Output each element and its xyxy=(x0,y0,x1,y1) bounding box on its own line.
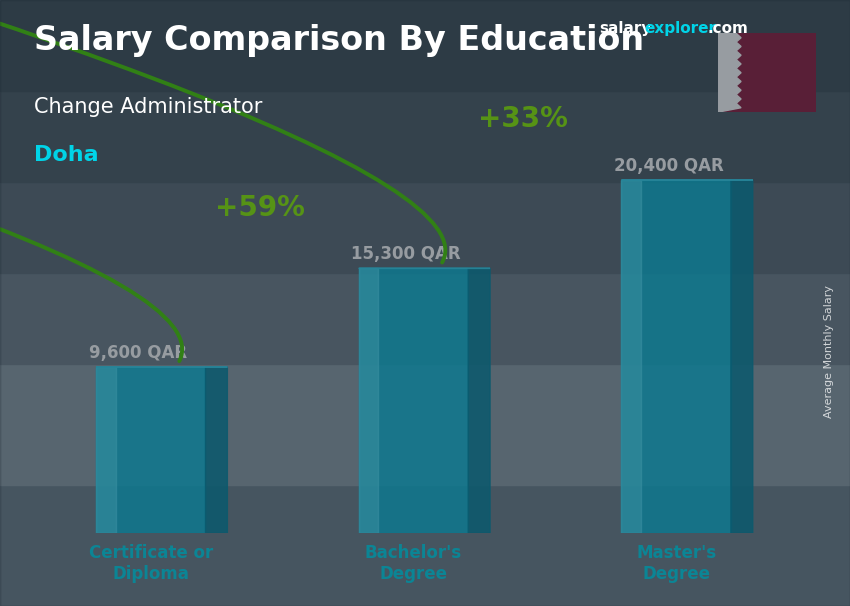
Text: 20,400 QAR: 20,400 QAR xyxy=(614,157,724,175)
Text: +59%: +59% xyxy=(215,194,305,222)
Bar xyxy=(621,180,641,533)
Text: .com: .com xyxy=(707,21,748,36)
Text: explorer: explorer xyxy=(644,21,717,36)
Polygon shape xyxy=(206,367,227,533)
Text: Change Administrator: Change Administrator xyxy=(34,97,263,117)
Bar xyxy=(621,180,731,533)
Text: 15,300 QAR: 15,300 QAR xyxy=(351,245,461,263)
Text: Doha: Doha xyxy=(34,145,99,165)
Text: Salary Comparison By Education: Salary Comparison By Education xyxy=(34,24,644,57)
Text: 9,600 QAR: 9,600 QAR xyxy=(88,344,187,362)
Polygon shape xyxy=(718,33,741,112)
Bar xyxy=(359,268,468,533)
Text: +33%: +33% xyxy=(478,105,568,133)
Text: salary: salary xyxy=(599,21,652,36)
Bar xyxy=(96,367,206,533)
Text: Average Monthly Salary: Average Monthly Salary xyxy=(824,285,834,418)
Bar xyxy=(359,268,378,533)
Bar xyxy=(96,367,116,533)
Polygon shape xyxy=(731,180,753,533)
Polygon shape xyxy=(468,268,490,533)
